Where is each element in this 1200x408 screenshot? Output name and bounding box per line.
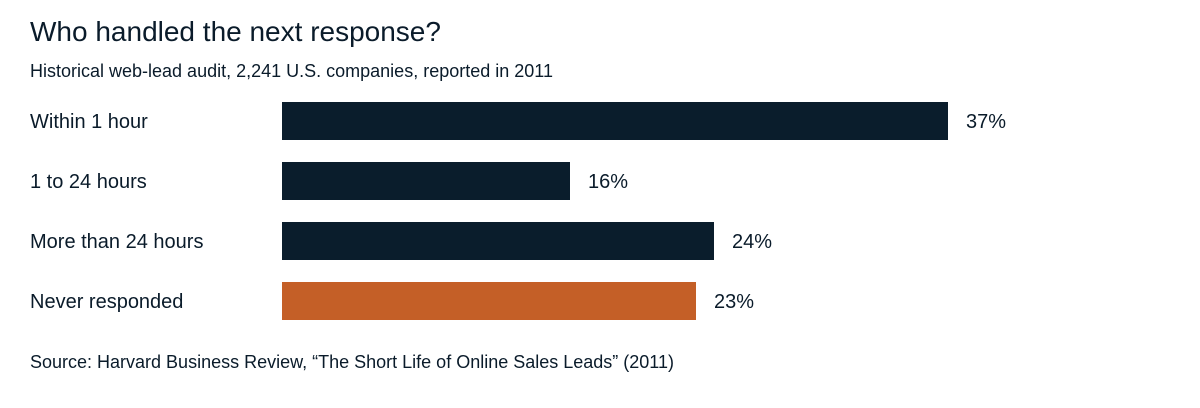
value-label: 37%: [966, 111, 1006, 133]
bar: [282, 222, 714, 260]
value-label: 23%: [714, 291, 754, 313]
chart-source-note: Source: Harvard Business Review, “The Sh…: [30, 352, 674, 372]
bar: [282, 282, 696, 320]
category-label: 1 to 24 hours: [30, 171, 147, 193]
chart-subtitle: Historical web-lead audit, 2,241 U.S. co…: [30, 61, 553, 81]
category-label: Never responded: [30, 291, 183, 313]
category-label: Within 1 hour: [30, 111, 148, 133]
bar: [282, 162, 570, 200]
bar: [282, 102, 948, 140]
value-label: 16%: [588, 171, 628, 193]
chart-title: Who handled the next response?: [30, 16, 441, 47]
category-label: More than 24 hours: [30, 231, 203, 253]
value-label: 24%: [732, 231, 772, 253]
